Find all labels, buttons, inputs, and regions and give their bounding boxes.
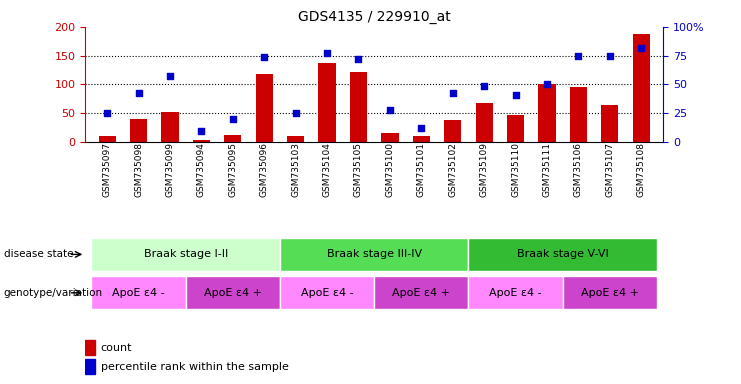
Text: GSM735103: GSM735103 [291,142,300,197]
Text: disease state: disease state [4,249,73,260]
Point [635,45,647,51]
Text: percentile rank within the sample: percentile rank within the sample [101,362,288,372]
Text: ApoE ε4 -: ApoE ε4 - [489,288,542,298]
Text: GSM735102: GSM735102 [448,142,457,197]
Bar [507,115,524,142]
Text: ApoE ε4 +: ApoE ε4 + [581,288,639,298]
Title: GDS4135 / 229910_at: GDS4135 / 229910_at [298,10,451,25]
Point [384,107,396,113]
Text: GSM735109: GSM735109 [479,142,488,197]
Point [353,56,365,62]
Bar [225,135,242,142]
Text: GSM735107: GSM735107 [605,142,614,197]
Point [416,125,428,131]
Point [541,81,553,88]
Bar [85,359,96,374]
Bar [444,120,462,142]
Bar [256,74,273,142]
Point [164,73,176,79]
Bar [85,340,96,355]
Text: genotype/variation: genotype/variation [4,288,103,298]
Text: GSM735101: GSM735101 [417,142,426,197]
Text: GSM735106: GSM735106 [574,142,583,197]
Bar [91,238,280,271]
Bar [538,84,556,142]
Point [447,89,459,96]
Bar [280,238,468,271]
Bar [99,136,116,142]
Bar [633,34,650,142]
Text: ApoE ε4 +: ApoE ε4 + [392,288,451,298]
Point [196,127,207,134]
Point [259,54,270,60]
Bar [130,119,147,142]
Text: GSM735097: GSM735097 [103,142,112,197]
Text: GSM735095: GSM735095 [228,142,237,197]
Point [227,116,239,122]
Point [510,92,522,98]
Bar [601,104,619,142]
Bar [287,136,305,142]
Text: GSM735100: GSM735100 [385,142,394,197]
Text: ApoE ε4 -: ApoE ε4 - [301,288,353,298]
Bar [562,276,657,309]
Bar [186,276,280,309]
Bar [413,136,430,142]
Text: GSM735094: GSM735094 [197,142,206,197]
Bar [570,88,587,142]
Text: Braak stage III-IV: Braak stage III-IV [327,249,422,260]
Text: GSM735108: GSM735108 [637,142,645,197]
Bar [280,276,374,309]
Text: count: count [101,343,132,353]
Bar [476,103,493,142]
Bar [193,140,210,142]
Text: ApoE ε4 +: ApoE ε4 + [204,288,262,298]
Text: GSM735098: GSM735098 [134,142,143,197]
Text: Braak stage I-II: Braak stage I-II [144,249,228,260]
Text: GSM735110: GSM735110 [511,142,520,197]
Point [290,110,302,116]
Point [133,89,144,96]
Bar [91,276,186,309]
Bar [319,63,336,142]
Text: GSM735111: GSM735111 [542,142,551,197]
Point [478,83,490,89]
Point [102,110,113,116]
Point [604,53,616,59]
Text: ApoE ε4 -: ApoE ε4 - [113,288,165,298]
Point [573,53,585,59]
Bar [468,238,657,271]
Bar [374,276,468,309]
Text: GSM735099: GSM735099 [165,142,175,197]
Text: GSM735105: GSM735105 [354,142,363,197]
Text: Braak stage V-VI: Braak stage V-VI [516,249,608,260]
Bar [350,72,367,142]
Bar [162,112,179,142]
Bar [468,276,562,309]
Text: GSM735096: GSM735096 [260,142,269,197]
Point [321,50,333,56]
Bar [382,134,399,142]
Text: GSM735104: GSM735104 [322,142,331,197]
